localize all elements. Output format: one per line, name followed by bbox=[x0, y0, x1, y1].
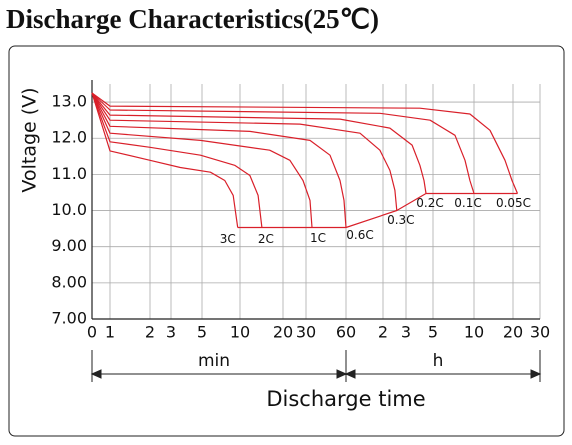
x-axis-label: Discharge time bbox=[266, 387, 425, 411]
x-tick-label: 1 bbox=[105, 323, 115, 342]
x-tick-label: 10 bbox=[230, 323, 250, 342]
x-tick-label: 30 bbox=[296, 323, 316, 342]
y-tick-label: 10.0 bbox=[51, 200, 87, 219]
cutoff-line bbox=[237, 192, 518, 229]
frame bbox=[8, 45, 565, 437]
x-tick-label: 2 bbox=[145, 323, 155, 342]
x-tick-label: 10 bbox=[464, 323, 484, 342]
x-tick-label: 3 bbox=[166, 323, 176, 342]
line bbox=[91, 92, 427, 194]
x-tick-label: 20 bbox=[273, 323, 293, 342]
series-label: 2C bbox=[258, 232, 274, 246]
x-tick-label: 5 bbox=[197, 323, 207, 342]
x-tick-label: 60 bbox=[336, 323, 356, 342]
line bbox=[91, 92, 347, 228]
x-tick-label: 30 bbox=[530, 323, 550, 342]
y-tick-label: 7.00 bbox=[51, 309, 87, 328]
series-label: 3C bbox=[220, 232, 236, 246]
y-axis-label: Voltage (V) bbox=[19, 87, 41, 192]
x-tick-label: 3 bbox=[401, 323, 411, 342]
x-tick-label: 2 bbox=[378, 323, 388, 342]
line bbox=[91, 92, 398, 211]
unit-label: min bbox=[198, 351, 230, 371]
x-tick-label: 5 bbox=[428, 323, 438, 342]
line bbox=[91, 92, 313, 228]
chart-title: Discharge Characteristics(25℃) bbox=[6, 4, 379, 34]
line bbox=[91, 92, 519, 194]
line bbox=[91, 92, 263, 228]
y-tick-label: 13.0 bbox=[51, 92, 87, 111]
x-tick-label: 20 bbox=[503, 323, 523, 342]
x-tick-label: 0 bbox=[87, 323, 97, 342]
series-label: 0.1C bbox=[454, 196, 481, 210]
line bbox=[91, 92, 475, 194]
y-tick-label: 11.0 bbox=[51, 164, 87, 183]
series-label: 0.6C bbox=[346, 228, 373, 242]
line bbox=[91, 92, 239, 228]
unit-label: h bbox=[433, 351, 444, 371]
series-label: 0.2C bbox=[416, 196, 443, 210]
y-tick-label: 12.0 bbox=[51, 128, 87, 147]
series-label: 1C bbox=[310, 231, 326, 245]
y-tick-label: 8.00 bbox=[51, 272, 87, 291]
y-tick-label: 9.00 bbox=[51, 236, 87, 255]
range-arrows bbox=[90, 350, 542, 382]
series-label: 0.3C bbox=[387, 213, 414, 227]
series-label: 0.05C bbox=[496, 196, 531, 210]
